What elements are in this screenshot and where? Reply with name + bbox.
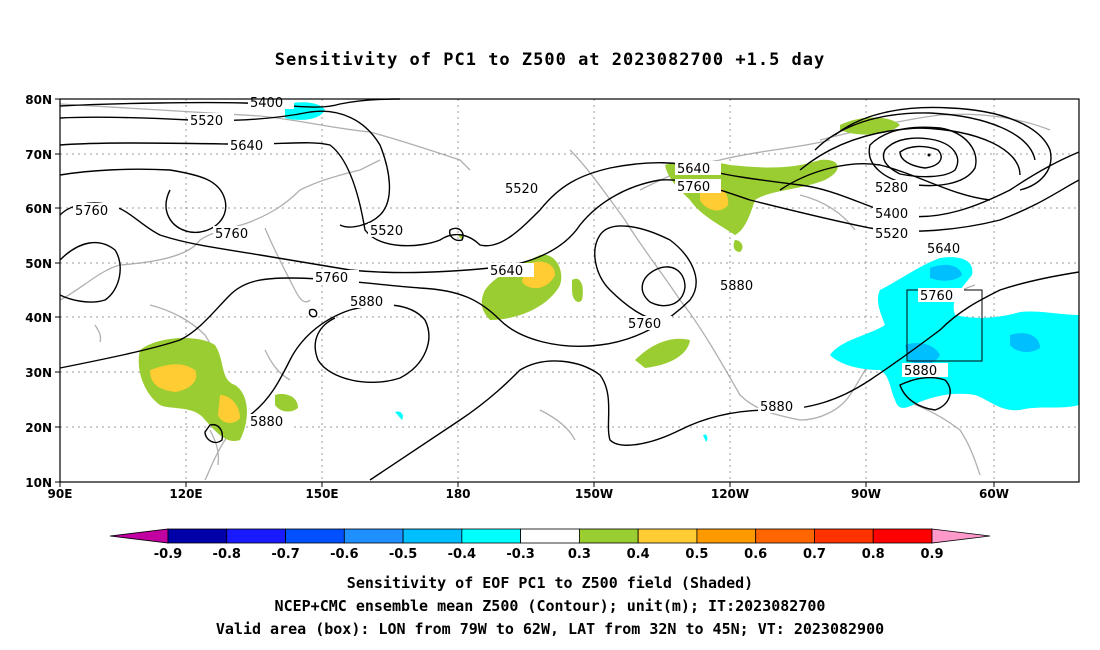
contour-label: 5640 <box>677 162 710 177</box>
contour-label: 5760 <box>677 180 710 195</box>
contour-label: 5520 <box>370 224 403 239</box>
sensitivity-negative <box>285 102 1079 442</box>
colorbar-label: -0.9 <box>154 547 182 562</box>
colorbar-cell <box>226 528 286 544</box>
colorbar-cell <box>285 528 345 544</box>
colorbar-cell <box>578 528 639 544</box>
z500-contours <box>59 98 1080 481</box>
footer-line-2: NCEP+CMC ensemble mean Z500 (Contour); u… <box>274 597 826 615</box>
contour-labels: 5400 5520 5640 5760 5760 5520 5520 5760 … <box>73 95 971 430</box>
footer-line-1: Sensitivity of EOF PC1 to Z500 field (Sh… <box>346 574 754 592</box>
map-frame: 5400 5520 5640 5760 5760 5520 5520 5760 … <box>59 95 1080 483</box>
lat-tick-label: 40N <box>25 311 52 325</box>
colorbar-cell <box>167 528 228 544</box>
contour-label: 5760 <box>920 289 953 304</box>
colorbar-cell <box>343 528 404 544</box>
contour-label: 5880 <box>250 415 283 430</box>
colorbar-cell <box>755 528 815 544</box>
colorbar-label: -0.4 <box>448 547 476 562</box>
contour-label: 5520 <box>505 182 538 197</box>
lon-tick-label: 90W <box>851 487 881 501</box>
colorbar-cell <box>814 528 874 544</box>
lon-tick-label: 150E <box>305 487 338 501</box>
contour-label: 5760 <box>628 317 661 332</box>
colorbar-label: 0.7 <box>803 547 826 562</box>
colorbar-label: 0.9 <box>920 547 943 562</box>
contour-label: 5520 <box>190 114 223 129</box>
contour-label: 5640 <box>490 264 523 279</box>
colorbar-label: 0.8 <box>862 547 885 562</box>
lat-tick-label: 70N <box>25 148 52 162</box>
contour-label: 5880 <box>904 364 937 379</box>
colorbar-cell <box>402 528 463 544</box>
lon-tick-label: 120W <box>711 487 749 501</box>
colorbar-label: -0.7 <box>271 547 299 562</box>
colorbar-label: -0.3 <box>506 547 534 562</box>
colorbar-label: 0.6 <box>744 547 767 562</box>
lon-tick-label: 180 <box>445 487 470 501</box>
lat-tick-label: 30N <box>25 366 52 380</box>
contour-label: 5640 <box>230 139 263 154</box>
lon-tick-label: 90E <box>48 487 73 501</box>
contour-label: 5760 <box>215 227 248 242</box>
contour-label: 5760 <box>75 204 108 219</box>
contour-label: 5400 <box>875 207 908 222</box>
contour-label: 5640 <box>927 242 960 257</box>
colorbar-low-arrow <box>109 528 169 544</box>
colorbar-cell <box>872 528 933 544</box>
contour-label: 5400 <box>250 96 283 111</box>
footer-line-3: Valid area (box): LON from 79W to 62W, L… <box>215 620 885 638</box>
colorbar-label: 0.3 <box>568 547 591 562</box>
lon-axis: 90E 120E 150E 180 150W 120W 90W 60W <box>48 482 1009 501</box>
sensitivity-positive <box>138 117 900 441</box>
colorbar-cell <box>520 528 580 544</box>
colorbar-label: -0.8 <box>213 547 241 562</box>
colorbar-label: 0.5 <box>685 547 708 562</box>
low-center-marker <box>927 153 931 157</box>
lon-tick-label: 60W <box>979 487 1009 501</box>
contour-label: 5280 <box>875 181 908 196</box>
colorbar-cell <box>696 528 757 544</box>
contour-label: 5880 <box>760 400 793 415</box>
contour-label: 5520 <box>875 227 908 242</box>
lat-tick-label: 50N <box>25 257 52 271</box>
lon-tick-label: 120E <box>169 487 202 501</box>
contour-label: 5760 <box>315 271 348 286</box>
colorbar-label: 0.4 <box>627 547 650 562</box>
lon-tick-label: 150W <box>575 487 613 501</box>
map-title: Sensitivity of PC1 to Z500 at 2023082700… <box>274 50 826 70</box>
colorbar-label: -0.5 <box>389 547 417 562</box>
colorbar-cell <box>637 528 698 544</box>
contour-label: 5880 <box>350 295 383 310</box>
lat-tick-label: 10N <box>25 476 52 490</box>
contour-label: 5880 <box>720 279 753 294</box>
colorbar-label: -0.6 <box>330 547 358 562</box>
colorbar: -0.9 -0.8 -0.7 -0.6 -0.5 -0.4 -0.3 0.3 0.4 0.5 0.6… <box>109 528 991 562</box>
lat-tick-label: 60N <box>25 202 52 216</box>
colorbar-high-arrow <box>931 528 991 544</box>
lat-tick-label: 20N <box>25 421 52 435</box>
lat-tick-label: 80N <box>25 93 52 107</box>
lat-axis: 80N 70N 60N 50N 40N 30N 20N 10N <box>25 93 60 490</box>
colorbar-cell <box>461 528 522 544</box>
